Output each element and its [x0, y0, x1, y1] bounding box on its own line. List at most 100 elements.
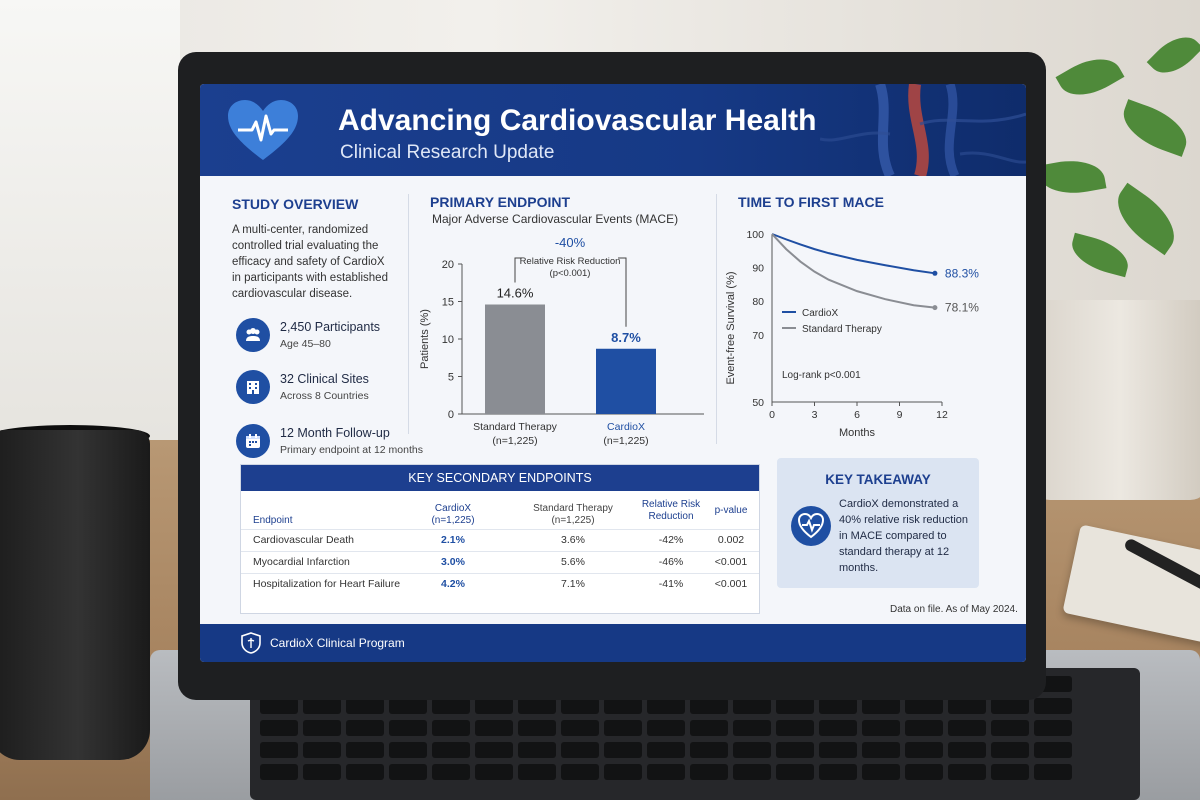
overview-title: STUDY OVERVIEW	[232, 196, 359, 212]
keyboard-key	[733, 764, 771, 780]
bar-value-label: 8.7%	[611, 330, 641, 345]
stat-value: 2,450 Participants	[280, 320, 381, 334]
cell-cardiox: 3.0%	[441, 556, 465, 568]
keyboard-key	[475, 764, 513, 780]
legend-label: CardioX	[802, 308, 838, 319]
plant-pot	[1030, 300, 1200, 500]
keyboard-key	[862, 764, 900, 780]
bar-value-label: 14.6%	[497, 286, 534, 301]
y-tick-label: 70	[752, 330, 764, 342]
cell-p: <0.001	[714, 556, 748, 568]
col-cardiox: CardioX	[434, 503, 472, 514]
col-endpoint: Endpoint	[253, 515, 293, 526]
x-tick-label: 6	[854, 409, 860, 421]
slide-subtitle: Clinical Research Update	[340, 142, 555, 163]
keyboard-key	[948, 764, 986, 780]
keyboard-key	[690, 764, 728, 780]
keyboard-key	[561, 742, 599, 758]
y-tick-label: 20	[442, 259, 454, 271]
x-tick-label: 3	[812, 409, 818, 421]
stat-sub: Primary endpoint at 12 months	[280, 444, 423, 456]
keyboard-key	[819, 698, 857, 714]
keyboard-key	[776, 742, 814, 758]
keyboard-key	[303, 764, 341, 780]
key-takeaway-box: KEY TAKEAWAY CardioX demonstrated a 40% …	[777, 458, 979, 588]
people-icon	[236, 318, 270, 352]
cell-rrr: -42%	[658, 534, 684, 546]
cell-cardiox: 4.2%	[441, 578, 465, 590]
x-tick-label: 9	[897, 409, 903, 421]
series-end-label: 88.3%	[945, 266, 979, 280]
keyboard-key	[905, 720, 943, 736]
keyboard-key	[647, 742, 685, 758]
coffee-mug	[0, 430, 150, 760]
cell-endpoint: Hospitalization for Heart Failure	[253, 578, 401, 590]
category-label: Standard Therapy	[473, 421, 558, 433]
keyboard-key	[733, 698, 771, 714]
data-note: Data on file. As of May 2024.	[890, 604, 1018, 615]
keyboard-key	[905, 698, 943, 714]
keyboard-key	[948, 698, 986, 714]
stat-value: 12 Month Follow-up	[280, 426, 390, 440]
keyboard-key	[647, 698, 685, 714]
keyboard-key	[776, 764, 814, 780]
keyboard-key	[776, 720, 814, 736]
col-standard-n: (n=1,225)	[551, 515, 595, 526]
category-sub-label: (n=1,225)	[492, 435, 537, 447]
keyboard-key	[819, 720, 857, 736]
keyboard-key	[776, 698, 814, 714]
col-cardiox-n: (n=1,225)	[431, 515, 475, 526]
keyboard-key	[389, 742, 427, 758]
keyboard-key	[518, 742, 556, 758]
x-tick-label: 12	[936, 409, 948, 421]
series-end-point	[932, 305, 938, 311]
rrr-value: -40%	[555, 235, 586, 250]
bar	[596, 348, 656, 414]
series-end-label: 78.1%	[945, 301, 979, 315]
keyboard-key	[604, 720, 642, 736]
stat-sites: 32 Clinical Sites Across 8 Countries	[236, 370, 416, 410]
keyboard-key	[1034, 764, 1072, 780]
keyboard-key	[260, 720, 298, 736]
table-row: Hospitalization for Heart Failure 4.2% 7…	[241, 573, 759, 595]
col-rrr: Relative Risk	[641, 499, 701, 510]
bar	[485, 304, 545, 414]
cell-endpoint: Myocardial Infarction	[253, 556, 350, 568]
rrr-label-bg	[522, 250, 618, 284]
cell-p: <0.001	[714, 578, 748, 590]
cell-cardiox: 2.1%	[441, 534, 465, 546]
keyboard-key	[475, 720, 513, 736]
background-window	[0, 0, 180, 440]
category-label: CardioX	[607, 421, 645, 433]
keyboard-key	[346, 742, 384, 758]
keyboard-key	[389, 720, 427, 736]
y-tick-label: 5	[448, 372, 454, 384]
takeaway-text: CardioX demonstrated a 40% relative risk…	[839, 498, 969, 574]
keyboard-key	[303, 742, 341, 758]
survival-chart: 50 70 80 90 100 0 3 6 9 12 Months Event-free Surviv…	[725, 229, 979, 439]
keyboard-key	[346, 698, 384, 714]
cell-p: 0.002	[717, 534, 745, 546]
keyboard-key	[1034, 742, 1072, 758]
y-tick-label: 15	[442, 297, 454, 309]
keyboard-key	[389, 764, 427, 780]
cell-rrr: -46%	[658, 556, 684, 568]
keyboard-key	[905, 764, 943, 780]
keyboard-key	[862, 698, 900, 714]
column-divider	[716, 194, 717, 444]
keyboard-key	[346, 764, 384, 780]
keyboard-key	[518, 764, 556, 780]
keyboard-key	[260, 764, 298, 780]
y-axis-label: Event-free Survival (%)	[725, 271, 737, 384]
cell-standard: 7.1%	[561, 578, 585, 590]
presentation-slide: Advancing Cardiovascular Health Clinical…	[200, 84, 1026, 662]
table-row: Cardiovascular Death 2.1% 3.6% -42% 0.00…	[241, 529, 759, 551]
slide-header: Advancing Cardiovascular Health Clinical…	[200, 84, 1026, 176]
keyboard-key	[303, 720, 341, 736]
y-tick-label: 90	[752, 263, 764, 275]
table-row: Myocardial Infarction 3.0% 5.6% -46% <0.…	[241, 551, 759, 573]
category-sub-label: (n=1,225)	[603, 435, 648, 447]
blood-vessel-illustration	[820, 84, 1026, 176]
keyboard-key	[432, 720, 470, 736]
overview-text: A multi-center, randomized controlled tr…	[232, 224, 388, 300]
